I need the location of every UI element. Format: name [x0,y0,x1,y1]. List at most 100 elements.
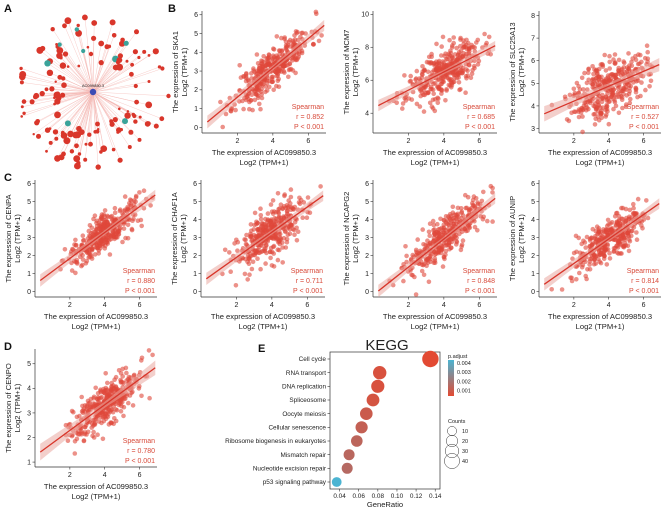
data-point [608,226,613,231]
data-point [262,248,268,254]
data-point [319,33,324,38]
data-point [621,65,627,70]
network-node [29,99,35,105]
network-edge [52,29,94,93]
y-tick-label: 5 [27,199,31,206]
data-point [418,93,424,99]
data-point [639,80,644,85]
data-point [268,202,274,207]
data-point [458,247,464,253]
network-node [147,80,151,83]
data-point [626,248,632,254]
data-point [636,52,641,57]
data-point [438,216,443,222]
data-point [252,210,258,216]
data-point [608,73,613,78]
data-point [620,105,625,111]
data-point [607,59,612,65]
data-point [116,228,122,234]
data-point [295,229,301,234]
data-point [403,98,409,103]
network-node [84,142,88,146]
data-point [275,257,281,263]
data-point [243,256,248,262]
data-point [248,222,254,227]
data-point [583,245,588,250]
data-point [264,243,269,248]
data-point [633,87,639,92]
data-point [267,62,273,67]
data-point [485,218,490,224]
data-point [442,256,447,262]
scatter-panel-b1: B 0 1 2 3 4 5 6 2 4 6 Spearman r = 0.852 P < 0.001 The… [168,3,326,167]
regression-line [205,195,324,280]
network-node [147,54,151,57]
data-point [129,390,134,396]
data-point [586,66,591,72]
y-tick-label: 6 [365,78,369,85]
network-node [22,111,26,116]
scatter-panel-d1: D 1 2 3 4 5 2 4 6 Spearman r = 0.780 P < 0.001 The e… [4,341,157,501]
data-point [265,75,270,81]
x-tick-label: 2 [406,138,410,145]
y-tick-label: 2 [193,253,197,260]
data-point [218,99,223,105]
data-point [549,287,554,292]
data-point [300,215,306,220]
data-point [258,213,264,218]
legend-padj-bar [448,360,454,396]
network-node [60,92,66,98]
data-point [220,124,225,130]
network-node [57,42,62,47]
network-node [98,40,105,47]
data-point [442,218,447,223]
legend-count-circle [447,426,457,436]
data-point [249,228,254,234]
y-tick-label: 6 [27,181,31,188]
data-point [103,371,108,376]
data-point [148,203,153,208]
network-node [95,164,101,170]
data-point [622,240,628,246]
data-point [288,207,294,212]
data-point [244,94,250,100]
data-point [259,95,265,101]
y-tick-label: 6 [194,12,198,19]
data-point [222,247,228,253]
data-point [426,279,432,285]
panel-letter-b: B [168,3,176,15]
network-edge [47,63,94,93]
network-node [44,127,51,133]
network-edge [50,91,94,144]
data-point [443,248,449,254]
legend-count-label: 10 [462,429,468,435]
data-point [421,262,426,268]
y-axis-title: The expression of CENPA [4,194,13,283]
network-node [76,23,80,28]
data-point [284,239,290,245]
data-point [482,31,487,37]
data-point [111,421,116,427]
data-point [254,249,260,254]
data-point [87,223,93,228]
data-point [576,107,582,112]
data-point [567,92,573,98]
scatter-panel-c2: 0 1 2 3 4 5 6 2 4 6 Spearman r = 0.711 P < 0.001 The … [170,180,325,331]
data-point [463,228,469,234]
network-edge [92,91,169,97]
data-point [629,63,635,69]
data-point [270,53,276,58]
network-node [39,90,45,97]
network-node [40,45,46,52]
data-point [247,272,252,278]
y-tick-label: 6 [531,181,535,188]
x-tick-label: 6 [138,472,142,479]
data-point [129,226,135,232]
legend-count-label: 30 [462,449,468,455]
data-point [275,78,281,84]
network-node [82,14,88,21]
term-label: Spliceosome [289,397,326,404]
data-point [403,244,408,249]
data-point [80,257,86,262]
y-tick-label: 3 [194,68,198,75]
